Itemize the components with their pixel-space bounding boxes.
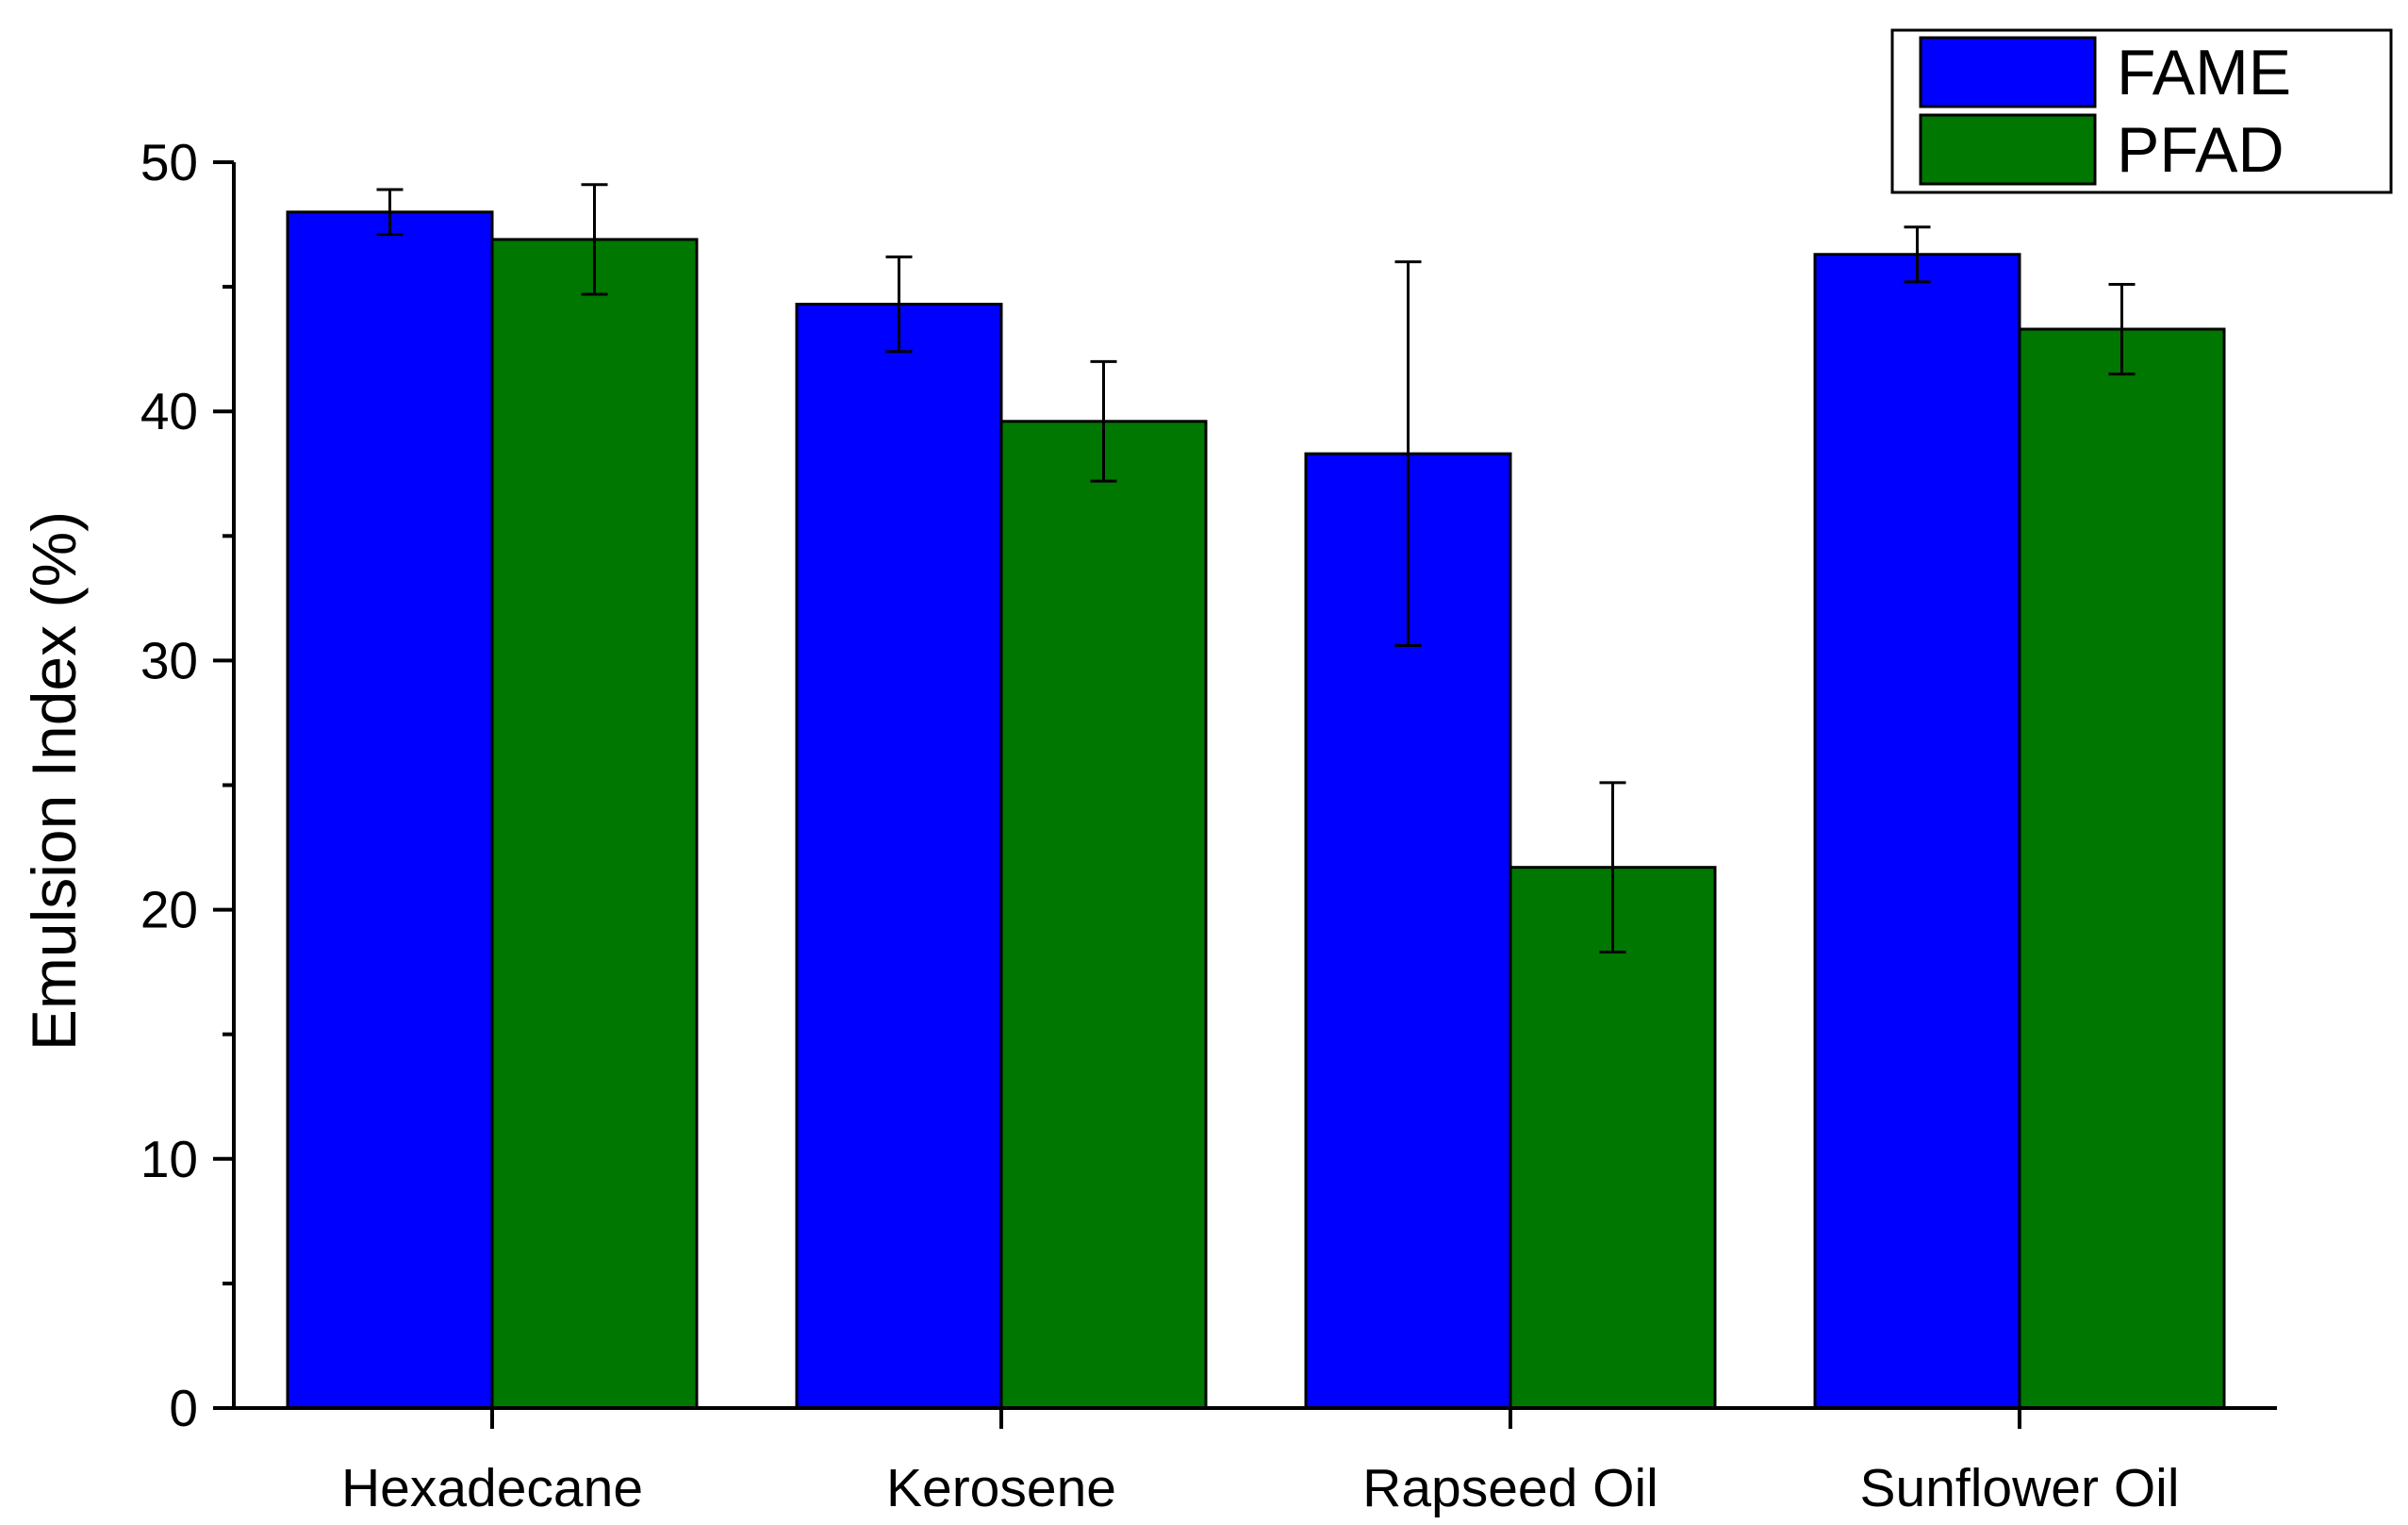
bars-layer <box>286 210 2226 1410</box>
x-tick-label-3: Sunflower Oil <box>1860 1458 2180 1518</box>
labels-layer: Emulsion Index (%) Hexadecane Kerosene Rap… <box>19 133 2179 1518</box>
y-tick-label-3: 30 <box>140 631 198 689</box>
bar-pfad-2 <box>1509 866 1717 1410</box>
legend-swatch-fame <box>1919 36 2097 108</box>
y-tick-label-2: 20 <box>140 881 198 939</box>
y-axis-title: Emulsion Index (%) <box>19 511 89 1051</box>
bar-fame-1 <box>795 303 1003 1410</box>
y-tick-label-4: 40 <box>140 382 198 440</box>
legend-swatch-pfad <box>1919 113 2097 186</box>
x-tick-label-1: Kerosene <box>886 1458 1116 1518</box>
bar-pfad-3 <box>2018 327 2226 1410</box>
axes-layer <box>213 160 2277 1429</box>
legend-label-pfad: PFAD <box>2117 114 2284 186</box>
y-tick-label-5: 50 <box>140 133 198 191</box>
y-tick-label-1: 10 <box>140 1130 198 1188</box>
bar-pfad-1 <box>999 420 1208 1410</box>
y-tick-label-0: 0 <box>169 1379 198 1437</box>
error-bars-layer <box>376 183 2136 954</box>
bar-fame-0 <box>286 210 494 1410</box>
bar-pfad-0 <box>490 238 699 1410</box>
legend-label-fame: FAME <box>2117 37 2291 108</box>
x-tick-label-0: Hexadecane <box>341 1458 643 1518</box>
bar-fame-3 <box>1813 253 2021 1410</box>
x-tick-label-2: Rapseed Oil <box>1362 1458 1658 1518</box>
